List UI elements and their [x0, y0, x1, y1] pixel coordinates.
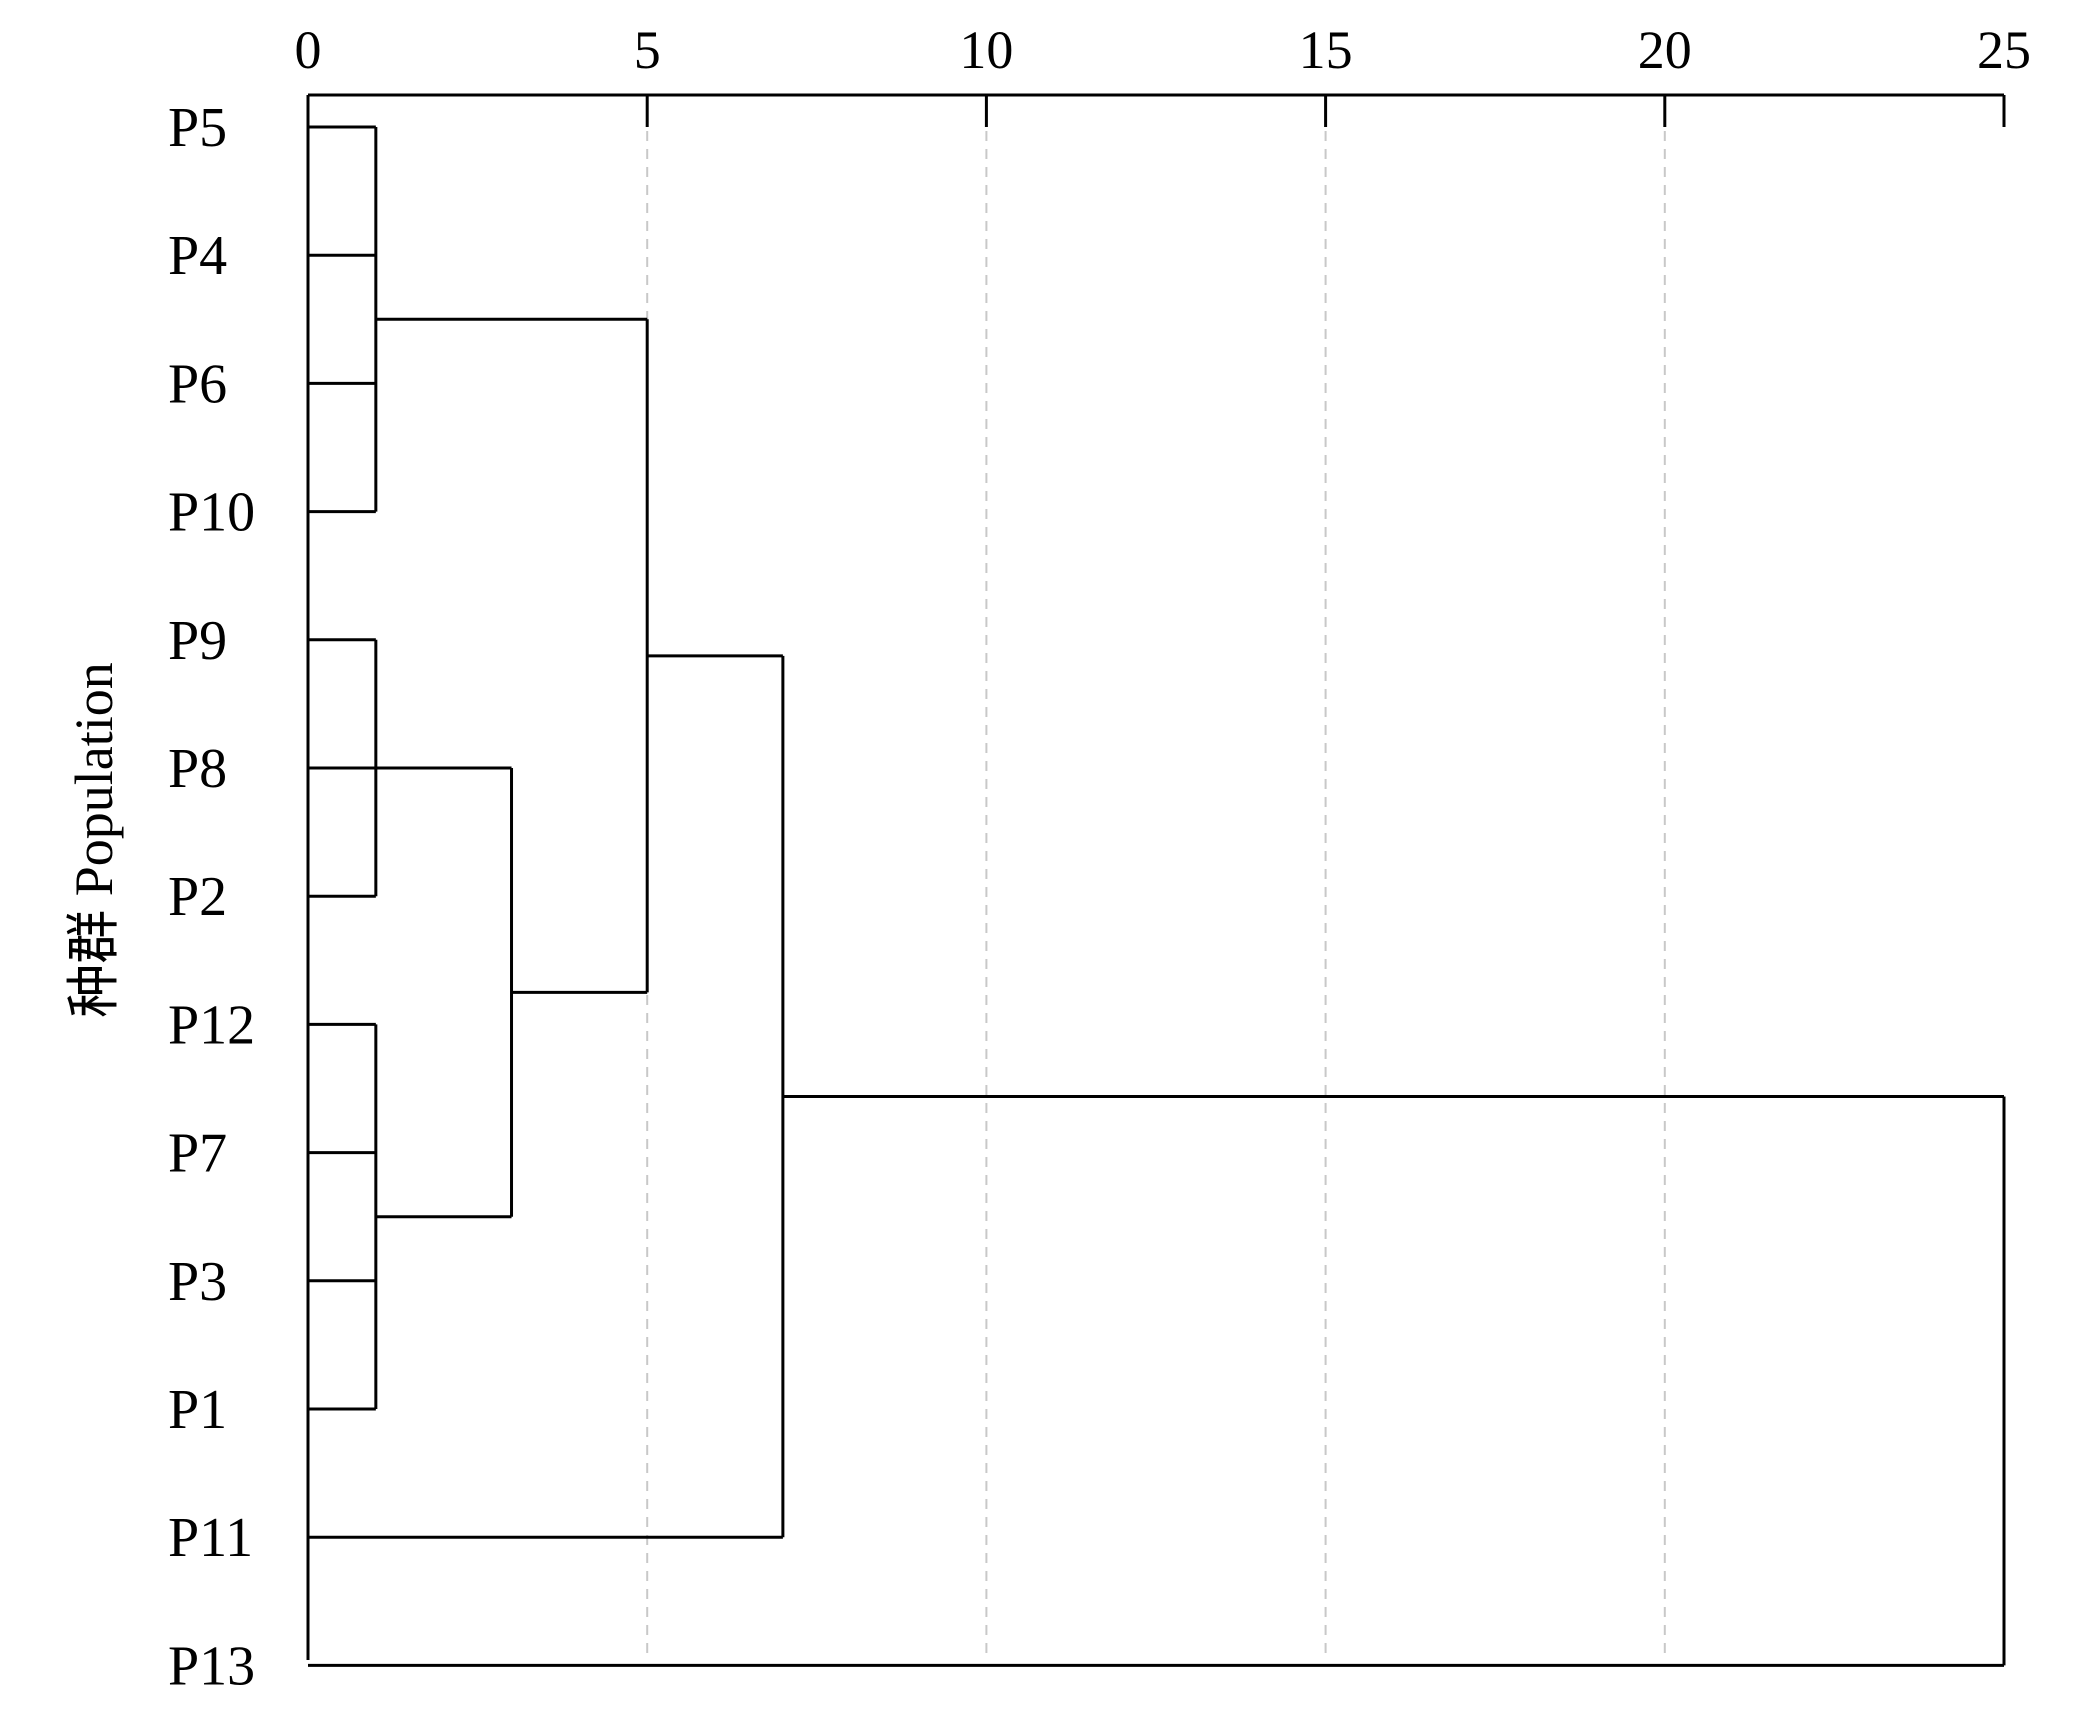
x-tick-label: 5 — [634, 20, 661, 80]
leaf-label: P11 — [168, 1507, 253, 1569]
leaf-label: P12 — [168, 994, 255, 1056]
dendrogram-tree — [306, 95, 2006, 1667]
leaf-label: P9 — [168, 610, 227, 672]
y-axis-label: 种群 Population — [64, 662, 124, 1018]
leaf-label: P2 — [168, 866, 227, 928]
leaf-label: P4 — [168, 225, 227, 287]
leaf-label: P13 — [168, 1635, 255, 1697]
x-tick-label: 15 — [1299, 20, 1353, 80]
leaf-label: P3 — [168, 1251, 227, 1313]
leaf-label: P1 — [168, 1379, 227, 1441]
leaf-label: P8 — [168, 738, 227, 800]
grid-layer — [646, 95, 1666, 1660]
x-tick-label: 10 — [959, 20, 1013, 80]
x-tick-label: 0 — [295, 20, 322, 80]
x-axis: 0 5 10 15 20 25 — [295, 20, 2031, 127]
leaf-label: P5 — [168, 97, 227, 159]
leaf-label: P6 — [168, 353, 227, 415]
x-tick-label: 20 — [1638, 20, 1692, 80]
leaf-label: P7 — [168, 1123, 227, 1185]
leaf-labels: P5 P4 P6 P10 P9 P8 P2 P12 P7 P3 P1 P11 P13 — [168, 97, 255, 1697]
x-tick-label: 25 — [1977, 20, 2031, 80]
leaf-label: P10 — [168, 482, 255, 544]
